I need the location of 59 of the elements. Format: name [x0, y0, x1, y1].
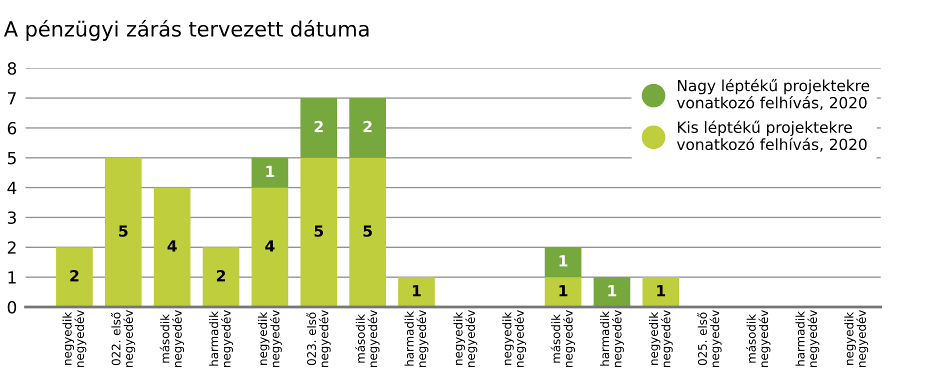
data-label: 5 [314, 225, 324, 237]
y-tick-label: 0 [8, 300, 16, 314]
x-tick-label: harmadik negyedév [404, 310, 428, 367]
data-label: 2 [364, 120, 372, 132]
x-tick-label: 023. első negyedév [306, 310, 331, 367]
bar [56, 247, 93, 307]
data-label: 2 [70, 270, 78, 282]
data-label: 1 [657, 285, 666, 296]
data-label: 2 [216, 270, 226, 282]
x-tick-label: harmadik negyedév [796, 310, 820, 367]
data-label: 1 [266, 166, 274, 177]
y-tick-label: 6 [8, 122, 16, 134]
bar [300, 98, 338, 158]
chart-title: A pénzügyi zárás tervezett dátuma [4, 20, 368, 41]
data-label: 1 [559, 285, 568, 296]
bar [594, 277, 630, 307]
x-tick-label: harmadik negyedév [209, 310, 233, 367]
x-tick-label: negyedik negyedév [62, 310, 86, 367]
y-tick-label: 3 [8, 211, 16, 224]
bar [642, 277, 680, 307]
x-tick-label: második negyedév [550, 310, 575, 367]
bar [202, 247, 240, 307]
x-tick-label: második negyedév [355, 310, 380, 367]
x-tick-label: második negyedév [160, 310, 184, 367]
x-tick-label: negyedik negyedév [258, 310, 282, 367]
bar [300, 158, 338, 307]
x-tick-label: negyedik negyedév [453, 310, 478, 367]
x-tick-label: második negyedév [746, 310, 770, 367]
legend-label: Nagy léptékű projektekre vonatkozó felhívás, 2020 [676, 78, 870, 110]
y-tick-label: 4 [7, 182, 16, 194]
bar [252, 188, 288, 307]
data-label: 1 [559, 255, 568, 266]
bar [349, 158, 386, 307]
data-label: 1 [412, 285, 421, 296]
data-label: 4 [265, 240, 275, 252]
bar [544, 277, 582, 307]
y-tick-label: 8 [8, 62, 16, 75]
data-label: 4 [168, 240, 177, 252]
x-tick-label: negyedik negyedév [648, 310, 673, 367]
y-tick-label: 7 [8, 92, 16, 104]
x-tick-label: 025. első negyedév [697, 310, 722, 367]
data-label: 5 [363, 225, 372, 237]
data-label: 1 [608, 285, 616, 296]
legend-label: Kis léptékű projektekre vonatkozó felhívás, 2020 [676, 120, 867, 152]
bar [154, 188, 190, 307]
y-tick-label: 1 [8, 271, 16, 284]
data-label: 5 [119, 225, 128, 237]
data-label: 2 [314, 120, 323, 132]
y-tick-label: 2 [8, 241, 16, 254]
bar [544, 247, 582, 278]
x-tick-label: negyedik negyedév [502, 310, 526, 367]
x-tick-label: negyedik negyedév [844, 310, 868, 367]
x-tick-label: 022. első negyedév [110, 310, 136, 367]
bar [104, 158, 142, 307]
y-tick-label: 5 [8, 152, 16, 164]
bar [252, 158, 288, 188]
bar [398, 277, 435, 307]
bar [349, 98, 386, 158]
x-tick-label: harmadik negyedév [600, 310, 624, 367]
